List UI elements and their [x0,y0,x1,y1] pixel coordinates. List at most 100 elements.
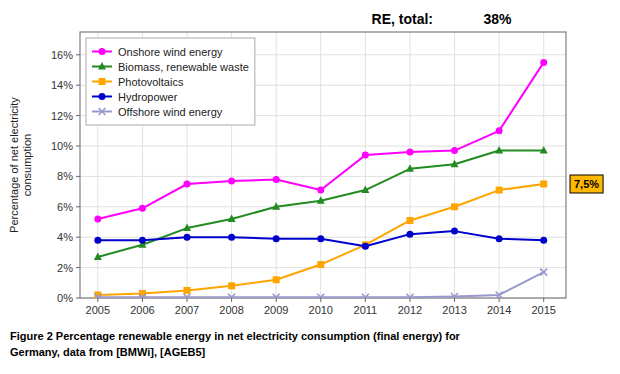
y-tick [76,54,80,55]
marker [184,294,191,298]
legend-marker [99,108,106,115]
marker [317,187,324,194]
marker [451,293,458,298]
grid-line [543,32,544,298]
marker [228,294,235,298]
grid-line [499,32,500,298]
plot-frame [80,32,566,298]
x-tick-label: 2013 [442,304,466,316]
marker [451,147,458,154]
x-tick [543,298,544,302]
x-tick-label: 2014 [487,304,511,316]
x-tick [276,298,277,302]
marker [451,228,458,235]
annotation-background [570,175,603,193]
grid-line [80,206,566,207]
annotation: RE, total: [372,11,433,27]
line [98,231,544,246]
background [0,0,620,374]
y-tick [76,115,80,116]
x-tick-label: 2006 [130,304,154,316]
marker [406,294,413,298]
annotation: 38% [483,11,512,27]
marker [317,261,324,268]
x-tick-label: 2015 [531,304,555,316]
line [98,272,544,297]
y-axis-label: Percentage of net electricityconsumption [8,97,33,233]
marker [317,235,324,242]
marker [496,187,503,194]
y-tick-label: 14% [51,79,73,91]
grid-line [80,146,566,147]
grid-line [320,32,321,298]
marker [496,127,503,134]
x-tick [409,298,410,302]
marker [496,235,503,242]
annotation: 7,5% [574,178,599,190]
y-tick [76,298,80,299]
y-tick-label: 4% [57,231,73,243]
line [98,151,544,257]
x-tick-label: 2010 [309,304,333,316]
x-tick [187,298,188,302]
caption: Figure 2 Percentage renewable energy in … [10,330,461,342]
marker [273,276,280,283]
legend: Onshore wind energyBiomass, renewable wa… [86,38,255,125]
line [98,62,544,219]
y-tick-label: 6% [57,201,73,213]
series [94,228,547,250]
marker [495,146,503,154]
marker [361,186,369,194]
marker [540,237,547,244]
series [94,181,547,299]
legend-label: Hydropower [118,91,178,103]
marker [362,243,369,250]
grid [80,32,566,298]
marker [228,177,235,184]
x-tick [320,298,321,302]
marker [94,252,102,259]
marker [183,224,191,232]
marker [496,291,503,298]
y-tick [76,146,80,147]
x-tick [97,298,98,302]
y-tick-label: 12% [51,110,73,122]
legend-marker [99,48,106,55]
marker [362,294,369,298]
grid-line [365,32,366,298]
marker [272,202,280,210]
marker [94,215,101,222]
marker [406,149,413,156]
series [94,269,547,298]
marker [273,294,280,298]
marker [406,217,413,224]
marker [184,234,191,241]
marker [184,181,191,188]
line [98,184,544,295]
marker [540,59,547,66]
marker [406,231,413,238]
marker [228,282,235,289]
legend-frame [86,38,255,125]
marker [451,160,459,168]
marker [540,269,547,276]
y-tick-label: 0% [57,292,73,304]
chart: 0%2%4%6%8%10%12%14%16%200520062007200820… [0,0,620,374]
marker [406,164,414,172]
marker [317,196,325,204]
legend-marker [98,62,106,70]
marker [362,152,369,159]
marker [273,235,280,242]
marker [184,287,191,294]
y-tick-label: 2% [57,262,73,274]
marker [228,234,235,241]
grid-line [276,32,277,298]
x-tick [499,298,500,302]
series [94,146,548,260]
x-tick-label: 2008 [219,304,243,316]
y-tick [76,206,80,207]
x-tick-label: 2007 [175,304,199,316]
x-tick-label: 2011 [354,304,378,316]
marker [228,214,236,222]
legend-marker [99,78,106,85]
